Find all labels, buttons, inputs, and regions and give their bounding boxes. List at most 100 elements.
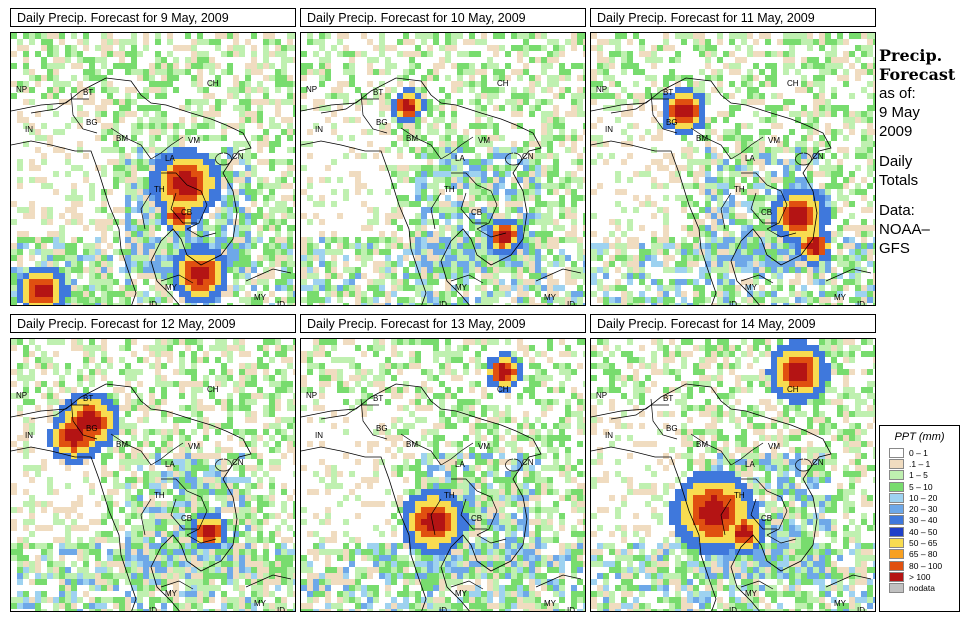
info-data: Data: [879, 202, 915, 219]
precip-map: NP BT BG IN BM CH VM CN LA TH CB MY MY ID ID [10, 32, 296, 306]
country-label: CN [232, 458, 244, 467]
country-label: ID [439, 300, 447, 306]
country-label: IN [315, 431, 323, 440]
country-label: NP [596, 85, 608, 94]
legend-label: 20 – 30 [909, 504, 938, 515]
legend-swatch [889, 481, 904, 492]
legend-swatch [889, 458, 904, 469]
country-label: CB [471, 514, 483, 523]
legend-swatch [889, 571, 904, 582]
legend-swatch [889, 492, 904, 503]
precip-grid [11, 339, 295, 611]
legend-item: nodata [880, 583, 959, 594]
country-label: MY [455, 283, 467, 292]
panel-title: Daily Precip. Forecast for 11 May, 2009 [590, 8, 876, 27]
country-label: BG [666, 424, 678, 433]
country-label: ID [857, 300, 865, 306]
country-label: BT [83, 394, 94, 403]
country-label: CB [181, 208, 193, 217]
country-label: CB [761, 208, 773, 217]
forecast-panel: Daily Precip. Forecast for 13 May, 2009 N… [300, 314, 586, 612]
forecast-info: Precip. Forecast as of: 9 May 2009 Daily… [879, 46, 965, 258]
country-label: ID [567, 606, 575, 612]
country-label: LA [745, 154, 755, 163]
country-label: VM [188, 136, 200, 145]
country-label: ID [729, 606, 737, 612]
country-label: LA [745, 460, 755, 469]
country-label: CH [207, 385, 219, 394]
country-label: BG [376, 118, 388, 127]
country-label: ID [439, 606, 447, 612]
country-label: MY [544, 293, 556, 302]
legend-item: 5 – 10 [880, 481, 959, 492]
country-label: TH [444, 185, 455, 194]
country-label: IN [605, 431, 613, 440]
country-label: IN [315, 125, 323, 134]
legend-swatch [889, 515, 904, 526]
country-label: MY [455, 589, 467, 598]
forecast-panel: Daily Precip. Forecast for 9 May, 2009 NP… [10, 8, 296, 306]
legend-swatch [889, 447, 904, 458]
info-date: 9 May [879, 104, 920, 121]
legend-label: 50 – 65 [909, 538, 938, 549]
country-label: BT [663, 394, 674, 403]
precip-grid [591, 339, 875, 611]
country-label: BG [86, 424, 98, 433]
forecast-panel: Daily Precip. Forecast for 11 May, 2009 N… [590, 8, 876, 306]
country-label: MY [544, 599, 556, 608]
country-label: LA [455, 154, 465, 163]
country-label: VM [768, 442, 780, 451]
country-label: MY [834, 599, 846, 608]
country-label: CH [207, 79, 219, 88]
legend-item: 80 – 100 [880, 560, 959, 571]
panel-title: Daily Precip. Forecast for 12 May, 2009 [10, 314, 296, 333]
legend-label: > 100 [909, 571, 931, 582]
country-label: CH [787, 385, 799, 394]
country-label: TH [734, 491, 745, 500]
info-title-1: Precip. [879, 46, 943, 65]
legend-item: 0 – 1 [880, 447, 959, 458]
info-source-1: NOAA– [879, 221, 930, 238]
country-label: BT [663, 88, 674, 97]
country-label: IN [25, 125, 33, 134]
legend-label: 40 – 50 [909, 526, 938, 537]
country-label: MY [745, 283, 757, 292]
country-label: BT [373, 88, 384, 97]
country-label: MY [254, 599, 266, 608]
country-label: BM [116, 440, 128, 449]
country-label: NP [16, 85, 28, 94]
country-label: CH [497, 79, 509, 88]
info-year: 2009 [879, 123, 913, 140]
country-label: BT [83, 88, 94, 97]
legend-item: 10 – 20 [880, 492, 959, 503]
country-label: ID [149, 300, 157, 306]
country-label: NP [596, 391, 608, 400]
precip-map: NP BT BG IN BM CH VM CN LA TH CB MY MY ID ID [590, 32, 876, 306]
legend-item: 1 – 5 [880, 470, 959, 481]
country-label: CN [522, 458, 534, 467]
legend-swatch [889, 470, 904, 481]
country-label: ID [277, 606, 285, 612]
precip-map: NP BT BG IN BM CH VM CN LA TH CB MY MY ID ID [300, 32, 586, 306]
legend-swatch [889, 538, 904, 549]
panel-title: Daily Precip. Forecast for 13 May, 2009 [300, 314, 586, 333]
country-label: BM [406, 440, 418, 449]
country-label: MY [165, 589, 177, 598]
legend-item: 30 – 40 [880, 515, 959, 526]
country-label: BM [696, 440, 708, 449]
country-label: VM [478, 136, 490, 145]
panel-title: Daily Precip. Forecast for 10 May, 2009 [300, 8, 586, 27]
precip-grid [591, 33, 875, 305]
panel-title: Daily Precip. Forecast for 9 May, 2009 [10, 8, 296, 27]
country-label: CN [232, 152, 244, 161]
country-label: CN [812, 458, 824, 467]
country-label: NP [306, 391, 318, 400]
country-label: ID [277, 300, 285, 306]
info-source-2: GFS [879, 240, 910, 257]
legend-swatch [889, 504, 904, 515]
country-label: VM [188, 442, 200, 451]
legend-label: 80 – 100 [909, 560, 943, 571]
forecast-panel: Daily Precip. Forecast for 12 May, 2009 N… [10, 314, 296, 612]
legend-item: 20 – 30 [880, 503, 959, 515]
country-label: TH [154, 491, 165, 500]
